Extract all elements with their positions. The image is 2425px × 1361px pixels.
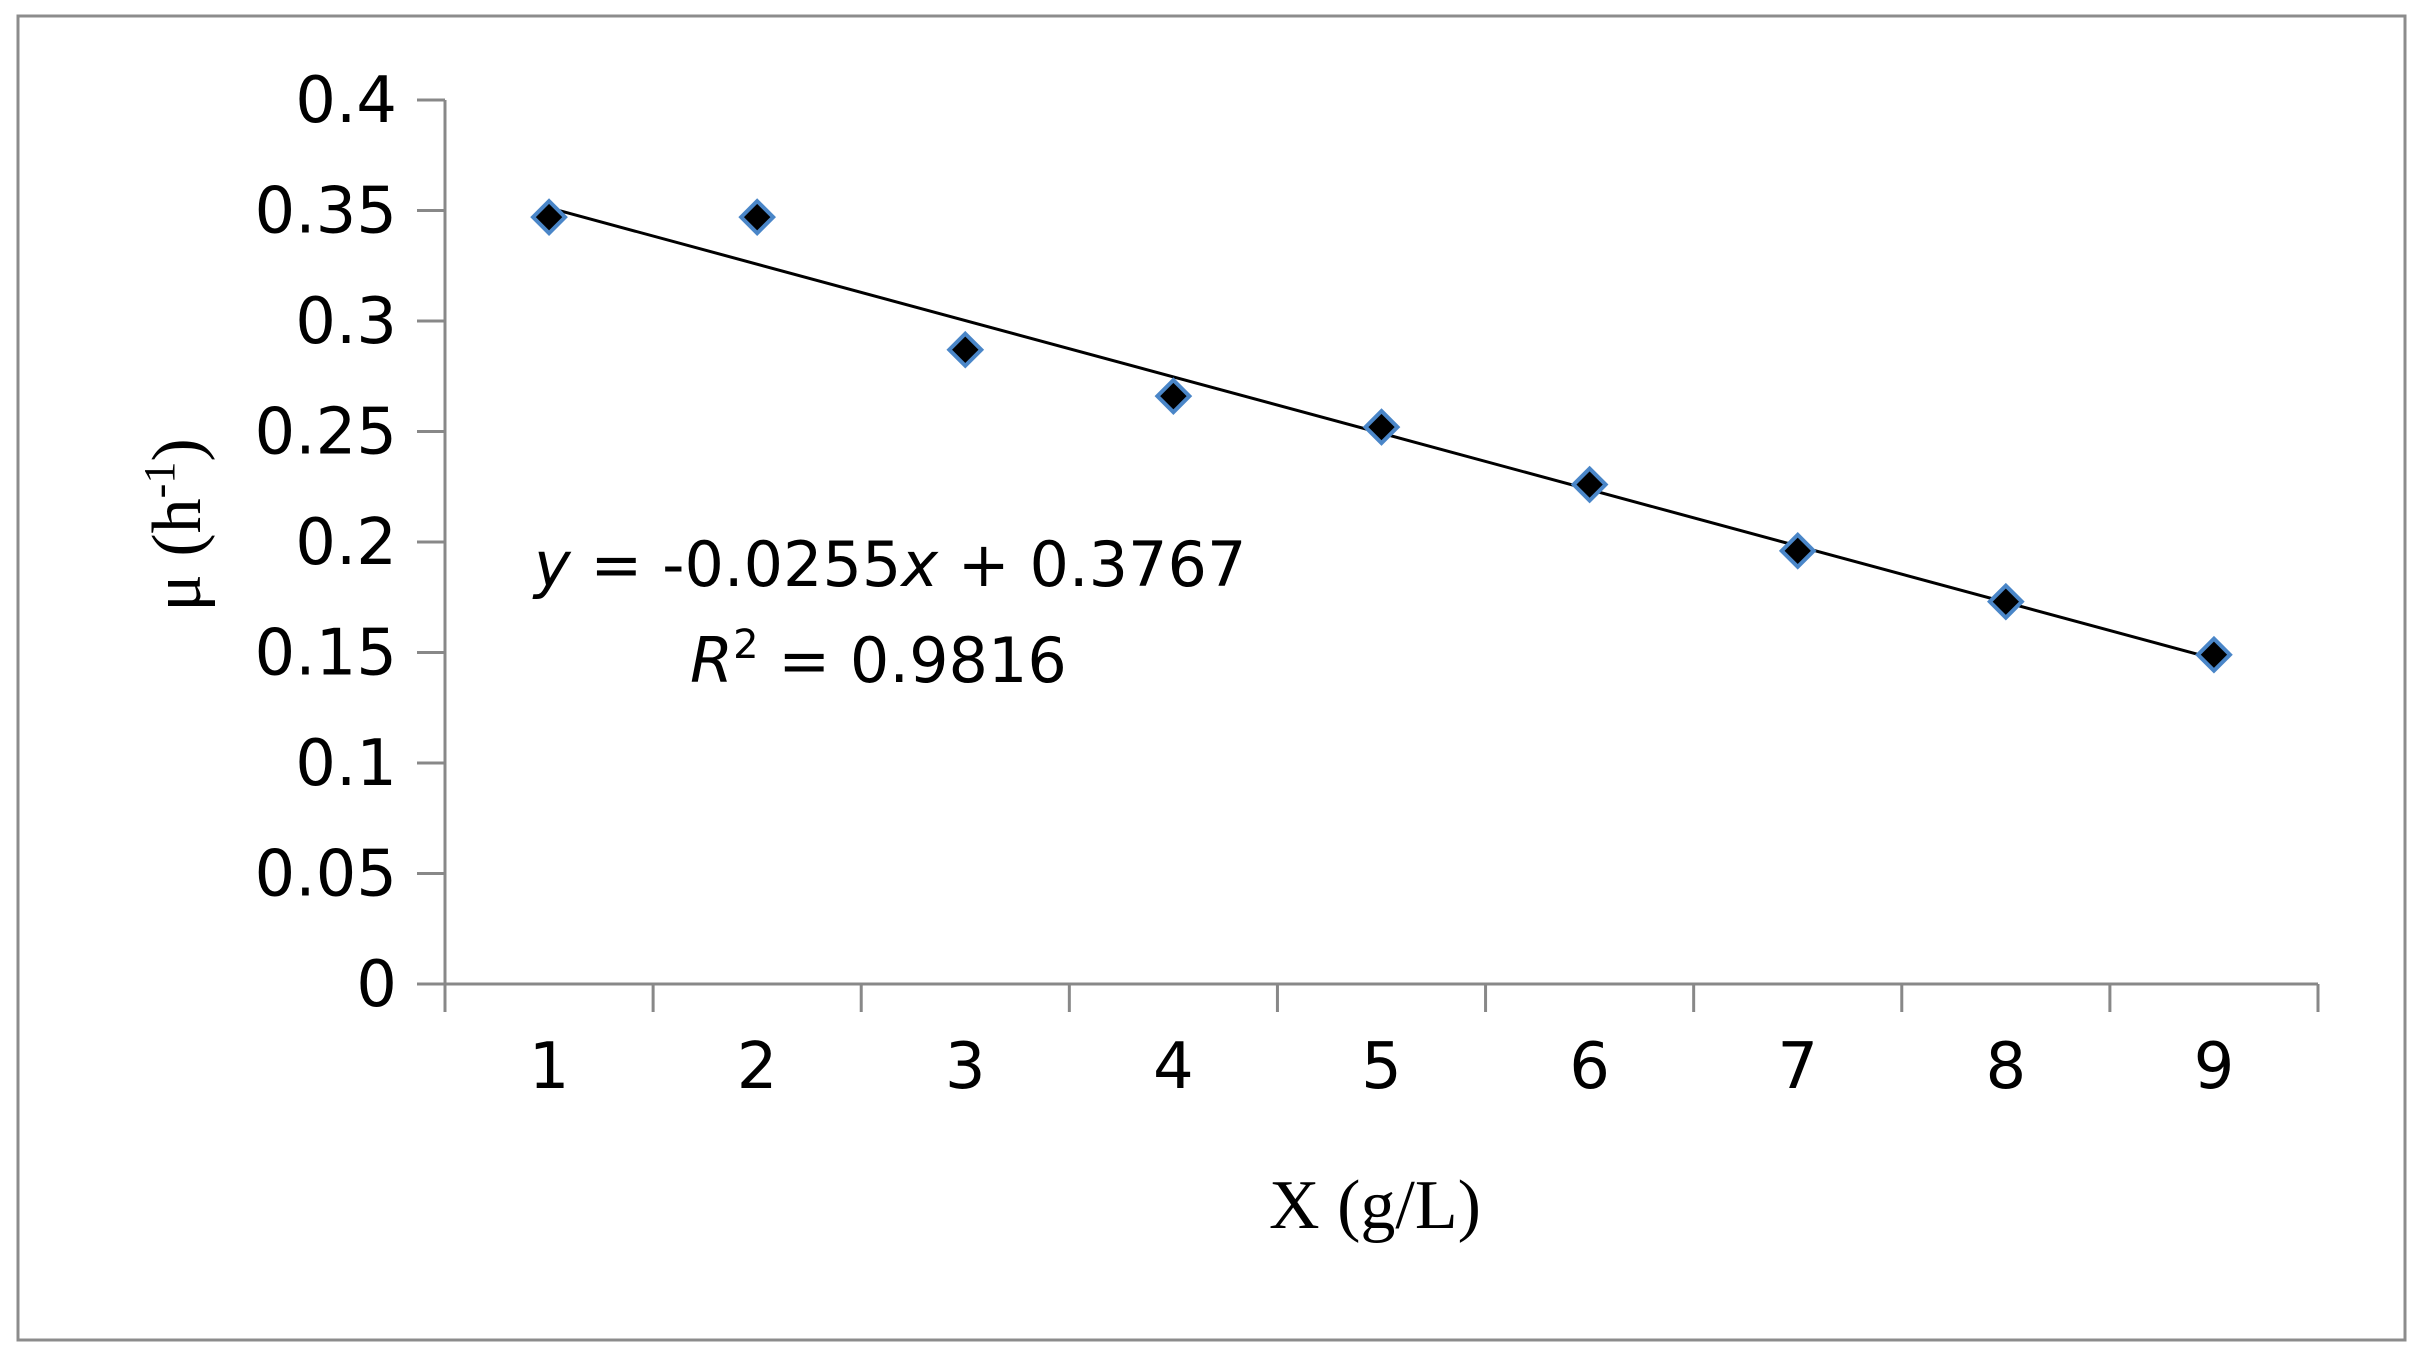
- data-point-diamond: [1987, 582, 2025, 621]
- y-tick-label: 0.1: [295, 727, 397, 801]
- y-axis-label-suffix: ): [139, 438, 216, 461]
- y-axis-label-superscript: -1: [135, 462, 184, 499]
- y-tick-label: 0.4: [295, 64, 397, 138]
- y-tick-label: 0.05: [255, 838, 398, 912]
- x-tick-label: 5: [1361, 1030, 1402, 1104]
- y-tick-label: 0.15: [255, 617, 398, 691]
- x-tick-label: 3: [945, 1030, 986, 1104]
- data-point-diamond: [738, 198, 776, 236]
- chart-border: [16, 14, 2407, 1342]
- equation-slope: = -0.0255: [571, 528, 902, 601]
- x-axis-ticks: [443, 984, 2320, 1012]
- data-point-diamond: [2195, 635, 2233, 674]
- r-superscript: 2: [733, 622, 758, 668]
- data-point-diamond: [530, 198, 568, 236]
- x-axis-tick-labels: 1 2 3 4 5 6 7 8 9: [529, 1030, 2235, 1104]
- data-points: [530, 198, 2233, 674]
- x-tick-label: 4: [1153, 1030, 1194, 1104]
- data-point-diamond: [1778, 532, 1817, 570]
- equation-intercept: + 0.3767: [938, 528, 1246, 601]
- r-value: = 0.9816: [759, 624, 1067, 697]
- r-squared-label: R2 = 0.9816: [690, 622, 1067, 697]
- data-point-diamond: [1362, 408, 1401, 446]
- x-tick-label: 6: [1569, 1030, 1610, 1104]
- y-tick-label: 0.35: [255, 175, 398, 249]
- x-tick-label: 8: [1985, 1030, 2026, 1104]
- trendline-equation: y = -0.0255x + 0.3767: [532, 528, 1246, 601]
- data-point-diamond: [946, 330, 985, 369]
- data-point-diamond: [1570, 465, 1609, 504]
- x-tick-label: 2: [737, 1030, 778, 1104]
- r-var: R: [690, 624, 733, 697]
- data-point-diamond: [1154, 377, 1193, 415]
- y-axis-label-main: μ (h: [139, 498, 216, 611]
- x-axis-label: X (g/L): [1269, 1167, 1481, 1244]
- y-axis-label: μ (h-1): [135, 438, 216, 611]
- y-tick-label: 0.25: [255, 396, 398, 470]
- y-axis-tick-labels: 0 0.05 0.1 0.15 0.2 0.25 0.3 0.35 0.4: [255, 64, 398, 1022]
- equation-y-var: y: [532, 528, 572, 601]
- x-tick-label: 9: [2194, 1030, 2235, 1104]
- x-tick-label: 1: [529, 1030, 570, 1104]
- y-tick-label: 0.3: [295, 285, 397, 359]
- y-tick-label: 0: [356, 948, 397, 1022]
- equation-x-var: x: [899, 528, 939, 601]
- y-tick-label: 0.2: [295, 506, 397, 580]
- x-tick-label: 7: [1777, 1030, 1818, 1104]
